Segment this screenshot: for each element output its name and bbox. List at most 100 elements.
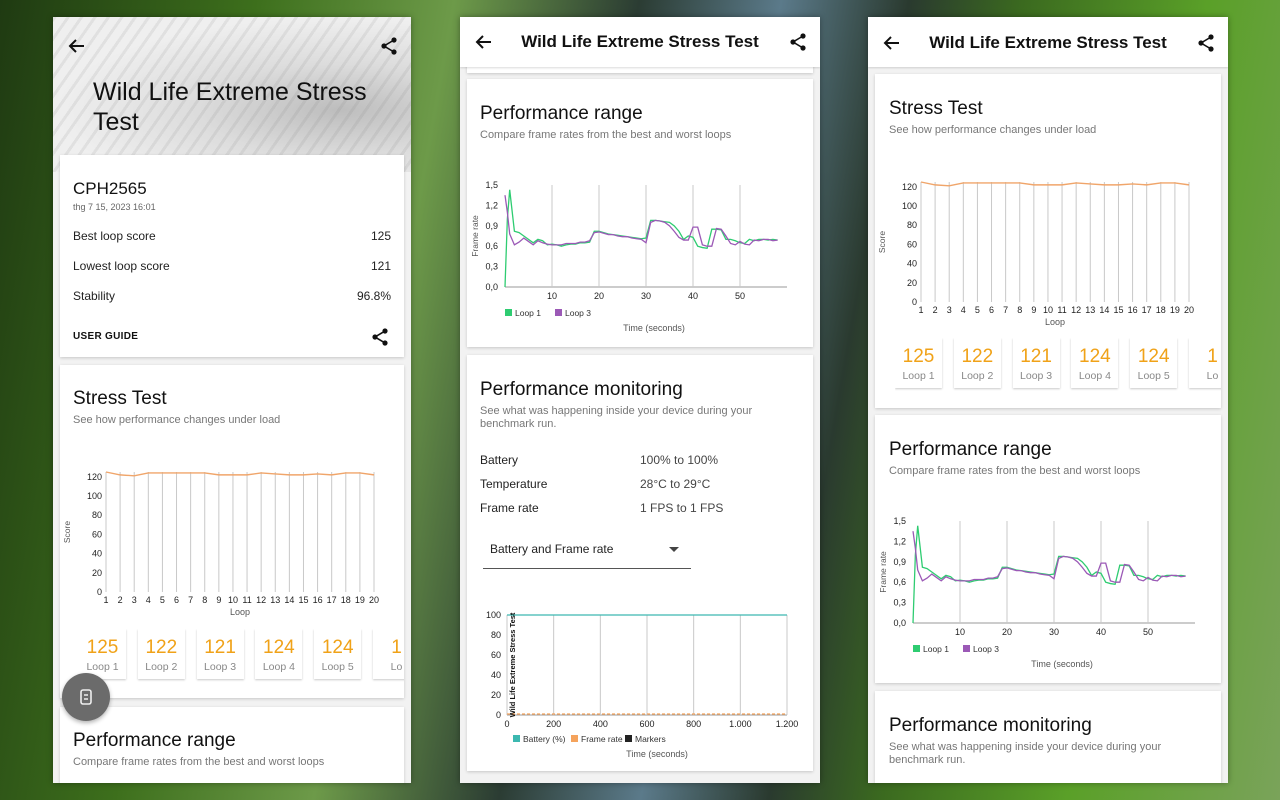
y-tick-label: 0,3 xyxy=(485,262,498,272)
share-result-button[interactable] xyxy=(370,327,390,347)
x-tick-label: 5 xyxy=(160,595,165,605)
screen-record-icon xyxy=(80,689,92,705)
share-icon xyxy=(381,37,397,55)
loop-score-card[interactable]: 124 Loop 5 xyxy=(1130,338,1178,388)
x-axis-label: Loop xyxy=(1045,317,1065,327)
loop-score-value: 125 xyxy=(86,637,119,658)
arrow-left-icon xyxy=(475,35,491,49)
performance-range-title: Performance range xyxy=(480,103,643,124)
y-tick-label: 60 xyxy=(907,239,917,249)
loop-score-label: Loop 4 xyxy=(1078,370,1111,382)
x-tick-label: 13 xyxy=(270,595,280,605)
x-tick-label: 400 xyxy=(593,719,608,729)
x-tick-label: 11 xyxy=(242,595,251,605)
loop-score-value: 1 xyxy=(1207,346,1218,367)
loop-score-value: 124 xyxy=(321,637,354,658)
stress-test-title: Stress Test xyxy=(889,98,983,119)
y-tick-label: 40 xyxy=(491,670,501,680)
y-tick-label: 120 xyxy=(87,472,102,482)
arrow-left-icon xyxy=(883,36,899,50)
legend-label: Loop 1 xyxy=(923,644,949,654)
y-tick-label: 1,2 xyxy=(485,200,498,210)
back-button[interactable] xyxy=(67,36,87,56)
y-axis-label: Score xyxy=(62,521,72,543)
x-tick-label: 1 xyxy=(103,595,108,605)
loop-scores-row: 125 Loop 1 122 Loop 2 121 Loop 3 124 Loop 4 124 L… xyxy=(79,629,404,685)
loop-score-label: Lo xyxy=(390,661,403,673)
y-tick-label: 40 xyxy=(907,259,917,269)
performance-range-card: Performance range Compare frame rates fr… xyxy=(60,707,404,783)
x-tick-label: 15 xyxy=(1113,305,1123,315)
x-tick-label: 14 xyxy=(284,595,294,605)
share-button[interactable] xyxy=(379,36,399,56)
stress-chart: 1 2 3 4 5 6 7 8 9 10 11 12 13 14 15 16 17 18 19 20020406080… xyxy=(62,471,379,617)
x-tick-label: 16 xyxy=(1128,305,1138,315)
loop-score-card[interactable]: 125 Loop 1 xyxy=(895,338,942,388)
loop-score-label: Loop 2 xyxy=(961,370,994,382)
x-tick-label: 7 xyxy=(188,595,193,605)
user-guide-link[interactable]: USER GUIDE xyxy=(73,331,139,342)
performance-range-subtitle: Compare frame rates from the best and wo… xyxy=(480,129,732,141)
temperature-value: 28°C to 29°C xyxy=(640,477,711,491)
loop-score-card[interactable]: 122 Loop 2 xyxy=(137,629,185,679)
legend-swatch xyxy=(555,309,562,316)
y-tick-label: 60 xyxy=(491,650,501,660)
screen-record-button[interactable] xyxy=(62,673,110,721)
y-tick-label: 0,9 xyxy=(893,557,906,567)
x-tick-label: 200 xyxy=(546,719,561,729)
x-tick-label: 12 xyxy=(256,595,266,605)
y-tick-label: 0 xyxy=(912,297,917,307)
x-tick-label: 13 xyxy=(1085,305,1095,315)
x-tick-label: 2 xyxy=(933,305,938,315)
x-tick-label: 17 xyxy=(327,595,337,605)
best-loop-value: 125 xyxy=(370,229,391,243)
x-tick-label: 10 xyxy=(547,291,557,301)
loop-score-value: 121 xyxy=(204,637,236,658)
stress-test-card: Stress Test See how performance changes … xyxy=(60,365,404,698)
x-tick-label: 16 xyxy=(313,595,323,605)
loop-score-card[interactable]: 121 Loop 3 xyxy=(196,629,244,679)
back-button[interactable] xyxy=(474,32,494,52)
y-axis-label: Score xyxy=(877,231,887,253)
loop-score-card[interactable]: 124 Loop 4 xyxy=(1071,338,1119,388)
legend-label: Loop 3 xyxy=(973,644,999,654)
y-tick-label: 0 xyxy=(496,710,501,720)
share-button[interactable] xyxy=(1196,33,1216,53)
series-line-loop-3 xyxy=(504,195,778,247)
loop-score-card[interactable]: 1 Lo xyxy=(1189,338,1221,388)
y-tick-label: 0,6 xyxy=(485,241,498,251)
x-tick-label: 30 xyxy=(1049,627,1059,637)
legend-swatch xyxy=(625,735,632,742)
app-bar-title: Wild Life Extreme Stress Test xyxy=(521,32,759,51)
x-tick-label: 6 xyxy=(174,595,179,605)
y-tick-label: 0 xyxy=(97,587,102,597)
loop-score-label: Loop 5 xyxy=(1137,370,1170,382)
series-line-loop-1 xyxy=(912,525,1186,624)
y-tick-label: 80 xyxy=(907,220,917,230)
y-tick-label: 100 xyxy=(486,610,501,620)
loop-score-card[interactable]: 124 Loop 5 xyxy=(314,629,362,679)
y-tick-label: 120 xyxy=(902,182,917,192)
loop-score-card[interactable]: 1 Lo xyxy=(373,629,404,679)
loop-score-label: Loop 1 xyxy=(86,661,119,673)
back-button[interactable] xyxy=(882,33,902,53)
legend-label: Battery (%) xyxy=(523,734,566,744)
loop-score-card[interactable]: 122 Loop 2 xyxy=(953,338,1001,388)
share-icon xyxy=(372,328,388,346)
dropdown-caret-icon xyxy=(669,547,679,552)
temperature-label: Temperature xyxy=(480,477,548,491)
loop-score-card[interactable]: 125 Loop 1 xyxy=(79,629,126,679)
chart-select-dropdown[interactable]: Battery and Frame rate xyxy=(483,531,691,569)
loop-score-card[interactable]: 121 Loop 3 xyxy=(1012,338,1060,388)
loop-score-value: 121 xyxy=(1020,346,1052,367)
performance-range-subtitle: Compare frame rates from the best and wo… xyxy=(889,465,1141,477)
x-tick-label: 50 xyxy=(735,291,745,301)
performance-monitoring-card: Performance monitoring See what was happ… xyxy=(467,355,813,771)
x-tick-label: 9 xyxy=(1031,305,1036,315)
loop-score-card[interactable]: 124 Loop 4 xyxy=(255,629,303,679)
x-tick-label: 1.000 xyxy=(729,719,752,729)
x-tick-label: 20 xyxy=(1002,627,1012,637)
share-button[interactable] xyxy=(788,32,808,52)
best-loop-label: Best loop score xyxy=(73,229,156,243)
x-tick-label: 30 xyxy=(641,291,651,301)
